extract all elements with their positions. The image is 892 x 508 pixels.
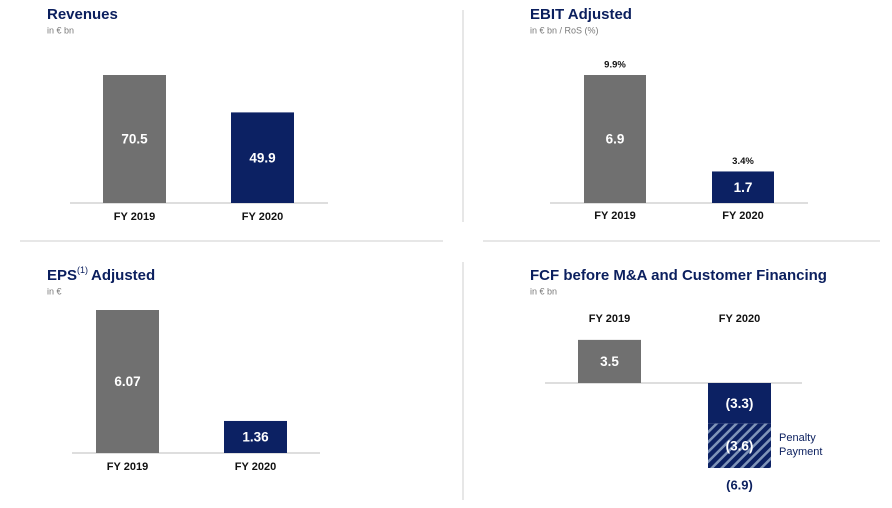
title-text: FCF before M&A and Customer Financing: [530, 267, 827, 284]
x-tick-label: FY 2020: [719, 313, 760, 325]
bar: [103, 75, 166, 203]
value-label: (3.3): [726, 396, 754, 411]
value-label: 1.7: [734, 180, 753, 195]
x-tick-label: FY 2019: [107, 461, 148, 473]
chart-title: EBIT Adjusted: [530, 6, 632, 23]
bar: [231, 112, 294, 203]
x-tick-label: FY 2019: [594, 210, 635, 222]
value-label: (3.6): [726, 438, 754, 453]
x-tick-label: FY 2020: [235, 461, 276, 473]
legend-label: Penalty Payment: [779, 431, 823, 458]
chart-title: Revenues: [47, 6, 118, 23]
title-text: EPS: [47, 267, 77, 284]
x-tick-label: FY 2019: [114, 211, 155, 223]
bar: [224, 420, 287, 453]
title-text: Revenues: [47, 6, 118, 23]
bar: [712, 171, 774, 203]
value-label: 1.36: [242, 430, 269, 445]
value-label: 3.5: [600, 354, 619, 369]
bar: [708, 423, 771, 468]
x-tick-label: FY 2020: [242, 211, 283, 223]
bar: [578, 339, 641, 383]
subtitle: in € bn: [47, 25, 74, 35]
value-label: 49.9: [249, 150, 275, 165]
title-text: Adjusted: [91, 267, 155, 284]
title-superscript: (1): [77, 265, 88, 275]
bar: [708, 383, 771, 424]
value-label: 70.5: [121, 132, 148, 147]
chart-title: FCF before M&A and Customer Financing: [530, 267, 827, 284]
subtitle: in € bn: [530, 286, 557, 296]
bar: [584, 75, 646, 203]
x-tick-label: FY 2020: [722, 210, 763, 222]
subtitle: in €: [47, 286, 62, 296]
ros-label: 9.9%: [604, 60, 626, 71]
subtitle: in € bn / RoS (%): [530, 25, 599, 35]
ros-label: 3.4%: [732, 156, 754, 167]
total-label: (6.9): [726, 477, 753, 492]
title-text: EBIT Adjusted: [530, 6, 632, 23]
x-tick-label: FY 2019: [589, 313, 630, 325]
value-label: 6.07: [114, 374, 140, 389]
value-label: 6.9: [606, 132, 625, 147]
bar: [96, 310, 159, 453]
chart-title: EPS(1) Adjusted: [47, 265, 155, 284]
